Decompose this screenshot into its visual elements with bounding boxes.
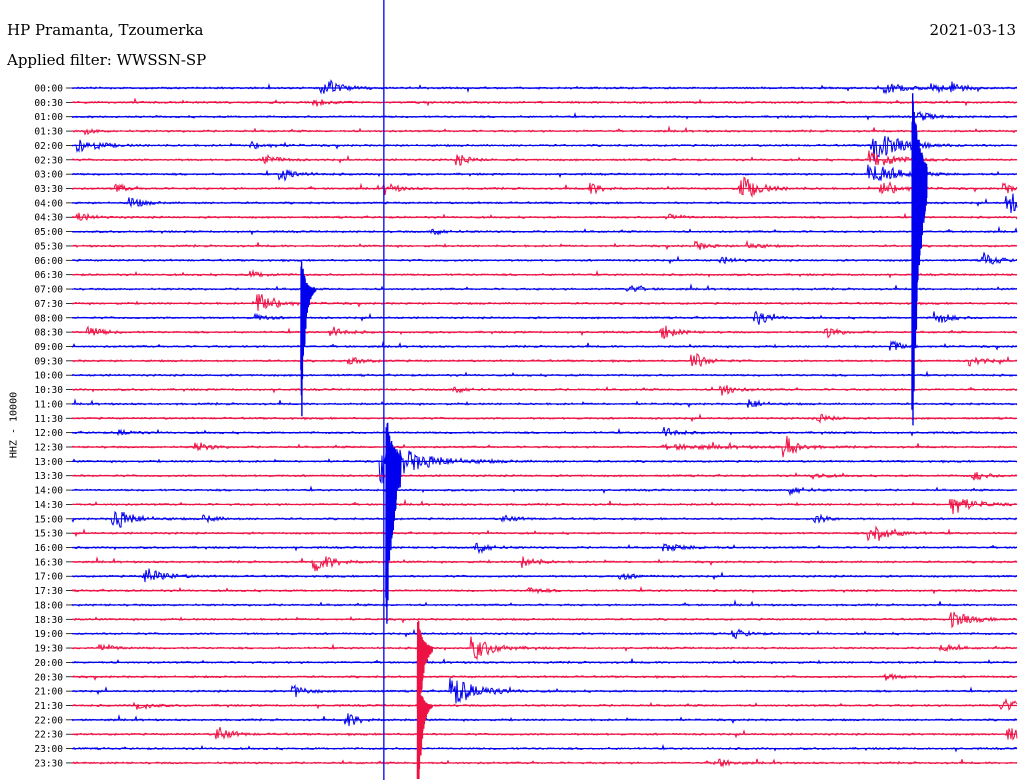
row-label-0000: 00:00 <box>34 84 63 95</box>
row-label-0800: 08:00 <box>34 313 63 324</box>
row-label-2000: 20:00 <box>34 658 63 669</box>
row-label-0200: 02:00 <box>34 141 63 152</box>
trace-row-0000 <box>71 79 1018 95</box>
row-label-2030: 20:30 <box>34 672 63 683</box>
filter-label: Applied filter: WWSSN-SP <box>7 51 207 69</box>
trace-row-2130 <box>71 697 1018 711</box>
row-label-0300: 03:00 <box>34 170 63 181</box>
row-label-1300: 13:00 <box>34 457 63 468</box>
row-label-2100: 21:00 <box>34 687 63 698</box>
trace-row-0700 <box>71 283 1018 293</box>
date-label: 2021-03-13 <box>929 21 1016 39</box>
row-label-2130: 21:30 <box>34 701 63 712</box>
row-label-0400: 04:00 <box>34 198 63 209</box>
trace-group <box>71 0 1018 780</box>
row-label-1200: 12:00 <box>34 428 63 439</box>
row-label-2230: 22:30 <box>34 730 63 741</box>
row-label-1530: 15:30 <box>34 529 63 540</box>
row-label-1600: 16:00 <box>34 543 63 554</box>
trace-row-1430 <box>71 498 1018 515</box>
row-label-0130: 01:30 <box>34 127 63 138</box>
trace-row-0730 <box>71 294 1018 312</box>
trace-row-2230 <box>71 727 1018 741</box>
trace-row-0330 <box>71 176 1018 198</box>
trace-row-1030 <box>71 385 1018 396</box>
large-event-spike <box>416 620 434 715</box>
row-label-1100: 11:00 <box>34 399 63 410</box>
row-label-0430: 04:30 <box>34 213 63 224</box>
row-label-group: 00:00 00:30 01:00 01:30 02:00 02:30 03:00 03:30… <box>34 84 72 769</box>
row-label-1900: 19:00 <box>34 629 63 640</box>
row-label-1400: 14:00 <box>34 486 63 497</box>
large-event-spike <box>300 261 317 417</box>
trace-row-1700 <box>71 568 1018 583</box>
row-label-0700: 07:00 <box>34 285 63 296</box>
row-label-0830: 08:30 <box>34 328 63 339</box>
row-label-1830: 18:30 <box>34 615 63 626</box>
trace-row-2030 <box>71 672 1018 681</box>
trace-row-1200 <box>71 426 1018 437</box>
large-event-spike <box>385 422 402 624</box>
trace-row-0600 <box>71 252 1018 265</box>
trace-row-1500 <box>71 510 1018 528</box>
row-label-0600: 06:00 <box>34 256 63 267</box>
large-event-spike <box>911 93 928 426</box>
row-label-2330: 23:30 <box>34 758 63 769</box>
large-event-spike <box>416 679 434 780</box>
row-label-1000: 10:00 <box>34 371 63 382</box>
row-label-1230: 12:30 <box>34 443 63 454</box>
row-label-1330: 13:30 <box>34 471 63 482</box>
row-label-2200: 22:00 <box>34 715 63 726</box>
trace-row-0930 <box>71 352 1018 368</box>
row-label-0500: 05:00 <box>34 227 63 238</box>
row-label-0630: 06:30 <box>34 270 63 281</box>
row-label-0330: 03:30 <box>34 184 63 195</box>
row-label-0930: 09:30 <box>34 356 63 367</box>
row-label-0530: 05:30 <box>34 241 63 252</box>
trace-row-0430 <box>71 212 1018 221</box>
row-label-1430: 14:30 <box>34 500 63 511</box>
row-label-0730: 07:30 <box>34 299 63 310</box>
trace-row-1630 <box>71 556 1018 572</box>
trace-row-0300 <box>71 164 1018 182</box>
row-label-1700: 17:00 <box>34 572 63 583</box>
trace-row-1300 <box>71 448 1018 485</box>
trace-row-1400 <box>71 485 1018 497</box>
row-label-2300: 23:00 <box>34 744 63 755</box>
row-label-1500: 15:00 <box>34 514 63 525</box>
row-label-1630: 16:30 <box>34 557 63 568</box>
row-label-1930: 19:30 <box>34 644 63 655</box>
trace-row-1000 <box>71 370 1018 378</box>
row-label-1130: 11:30 <box>34 414 63 425</box>
row-label-1030: 10:30 <box>34 385 63 396</box>
row-label-0030: 00:30 <box>34 98 63 109</box>
row-label-1730: 17:30 <box>34 586 63 597</box>
trace-row-1530 <box>71 525 1018 542</box>
trace-row-0200 <box>71 135 1018 162</box>
station-title: HP Pramanta, Tzoumerka <box>7 21 204 39</box>
row-label-0230: 02:30 <box>34 155 63 166</box>
trace-row-0230 <box>71 150 1018 166</box>
row-label-0900: 09:00 <box>34 342 63 353</box>
row-label-0100: 01:00 <box>34 112 63 123</box>
row-label-1800: 18:00 <box>34 600 63 611</box>
